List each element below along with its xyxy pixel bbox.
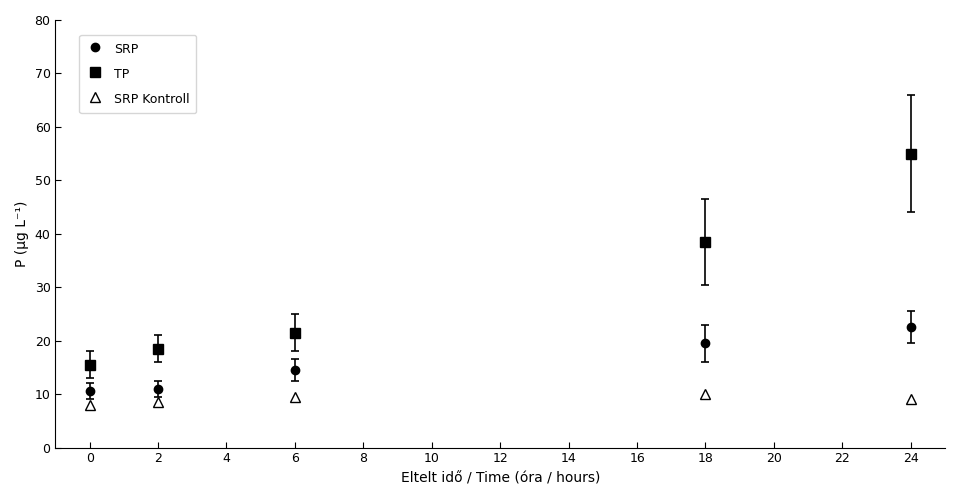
X-axis label: Eltelt idő / Time (óra / hours): Eltelt idő / Time (óra / hours) [400,471,600,485]
SRP Kontroll [905,396,917,402]
SRP Kontroll [84,402,95,408]
SRP Kontroll [700,391,711,397]
Line: SRP Kontroll: SRP Kontroll [84,390,916,409]
SRP Kontroll [153,399,164,405]
Y-axis label: P (µg L⁻¹): P (µg L⁻¹) [15,200,29,267]
SRP Kontroll [289,394,300,400]
Legend: SRP, TP, SRP Kontroll: SRP, TP, SRP Kontroll [80,35,197,113]
